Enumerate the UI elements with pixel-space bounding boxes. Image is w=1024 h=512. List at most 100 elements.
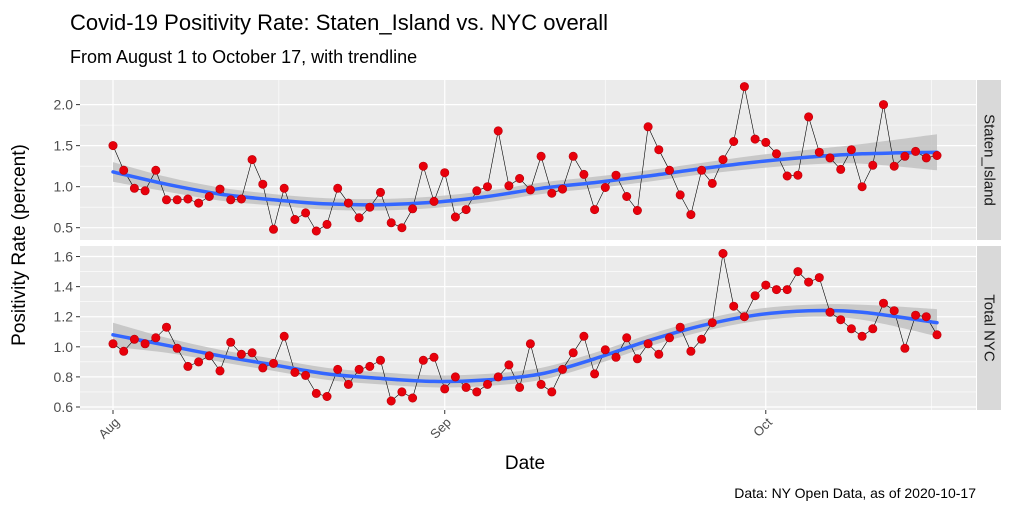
data-point [600,345,610,355]
data-point [129,183,139,193]
panel-top: 0.5 1.0 1.5 2.0 Staten_Island [54,80,1001,240]
data-point [268,224,278,234]
data-point [782,285,792,295]
data-point [215,366,225,376]
data-point [429,196,439,206]
panel-bottom: 0.6 0.8 1.0 1.2 1.4 1.6 Total NYC [54,246,1001,415]
data-point [375,355,385,365]
data-point [226,337,236,347]
data-point [825,307,835,317]
data-point [632,206,642,216]
data-point [643,339,653,349]
data-point [878,100,888,110]
y-tick-label: 0.6 [54,399,74,415]
data-point [568,348,578,358]
data-point [515,174,525,184]
data-point [579,331,589,341]
data-point [493,372,503,382]
panel-bottom-strip [977,246,1001,410]
data-point [718,155,728,165]
x-axis: Aug Sep Oct [95,410,775,442]
panel-top-grid [80,80,976,240]
data-point [440,384,450,394]
data-point [771,285,781,295]
data-point [429,352,439,362]
data-point [900,151,910,161]
data-point [664,333,674,343]
data-point [579,169,589,179]
data-point [119,165,129,175]
data-point [932,151,942,161]
data-point [290,367,300,377]
data-point [590,369,600,379]
data-point [450,372,460,382]
data-point [547,188,557,198]
data-point [461,205,471,215]
data-point [729,137,739,147]
data-point [408,393,418,403]
data-point [857,331,867,341]
panel-top-trendline [111,150,939,207]
data-point [162,322,172,332]
data-point [397,223,407,233]
chart-title: Covid-19 Positivity Rate: Staten_Island … [70,10,608,35]
data-point [375,187,385,197]
data-point [343,379,353,389]
data-point [333,364,343,374]
data-point [836,164,846,174]
data-point [557,364,567,374]
data-point [750,134,760,144]
x-tick-label: Sep [427,415,454,442]
data-point [868,160,878,170]
data-point [857,182,867,192]
data-point [921,312,931,322]
panel-bottom-strip-label: Total NYC [981,294,998,362]
data-point [162,195,172,205]
data-point [236,349,246,359]
y-axis-title: Positivity Rate (percent) [9,144,30,346]
data-point [911,310,921,320]
data-point [268,358,278,368]
y-tick-label: 0.5 [54,220,74,236]
y-tick-label: 1.2 [54,309,74,325]
data-point [900,343,910,353]
data-point [611,170,621,180]
data-point [311,388,321,398]
data-point [108,339,118,349]
data-point [632,354,642,364]
data-point [782,171,792,181]
data-point [547,387,557,397]
data-point [204,351,214,361]
data-point [172,195,182,205]
data-point [536,379,546,389]
data-point [461,382,471,392]
data-point [536,151,546,161]
y-tick-label: 1.0 [54,339,74,355]
data-point [793,267,803,277]
data-point [140,339,150,349]
panel-top-strip [977,80,1001,240]
panel-bottom-points [108,249,942,406]
data-point [311,226,321,236]
data-point [932,330,942,340]
data-point [643,122,653,132]
data-point [408,204,418,214]
data-point [279,183,289,193]
data-point [493,126,503,136]
data-point [622,333,632,343]
data-point [472,186,482,196]
data-point [889,306,899,316]
data-point [878,298,888,308]
panel-top-y-axis: 0.5 1.0 1.5 2.0 [54,97,80,236]
data-point [600,183,610,193]
data-point [525,185,535,195]
data-point [761,137,771,147]
data-point [151,165,161,175]
data-point [247,348,257,358]
data-point [172,343,182,353]
data-point [654,349,664,359]
x-axis-title: Date [505,453,545,474]
chart-subtitle: From August 1 to October 17, with trendl… [70,47,417,67]
data-point [761,280,771,290]
